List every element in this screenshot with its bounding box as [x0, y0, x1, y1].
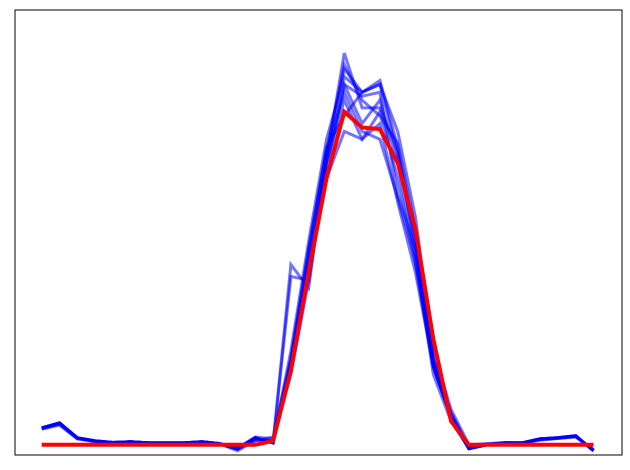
series-group: [41, 52, 595, 453]
mean-line: [41, 108, 594, 447]
plot-background: [15, 10, 622, 455]
plot-frame: [14, 9, 623, 456]
